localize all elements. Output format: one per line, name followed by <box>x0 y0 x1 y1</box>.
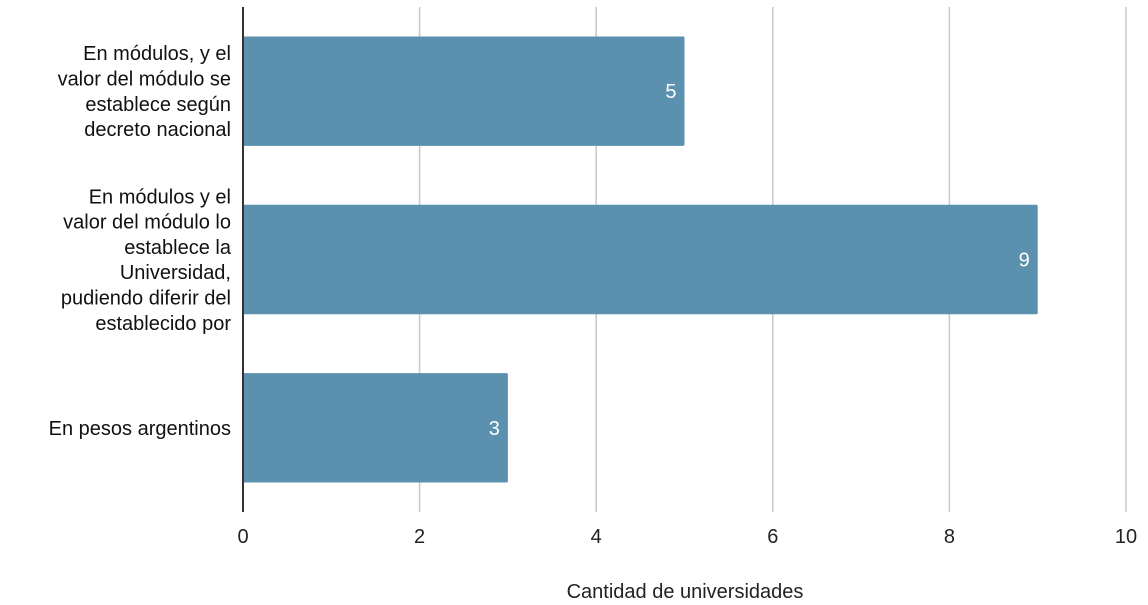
category-label: En pesos argentinos <box>49 418 231 440</box>
x-tick-label: 8 <box>944 526 955 548</box>
bars <box>243 36 1038 483</box>
x-tick-label: 10 <box>1115 526 1137 548</box>
bar <box>243 36 685 146</box>
x-tick-labels: 0 2 4 6 8 10 <box>237 526 1137 548</box>
bar <box>243 373 508 483</box>
category-label: En módulos, y el valor del módulo se estab… <box>58 43 231 141</box>
x-axis-title: Cantidad de universidades <box>567 581 804 603</box>
x-tick-label: 2 <box>414 526 425 548</box>
bar-value-label: 3 <box>489 418 500 440</box>
x-tick-label: 0 <box>237 526 248 548</box>
x-tick-label: 4 <box>591 526 602 548</box>
bar-value-label: 9 <box>1019 250 1030 272</box>
bar <box>243 204 1038 315</box>
data-labels: 5 9 3 <box>489 81 1030 440</box>
x-tick-label: 6 <box>767 526 778 548</box>
bar-value-label: 5 <box>665 81 676 103</box>
category-label: En módulos y el valor del módulo lo establ… <box>61 186 232 335</box>
category-labels: En módulos, y el valor del módulo se estab… <box>49 43 232 440</box>
